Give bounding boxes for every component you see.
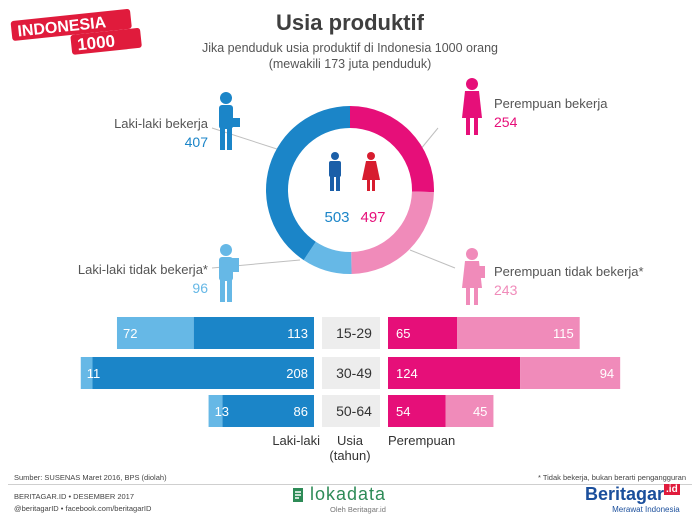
chart-canvas: 503 497 15-29 113 72 65 115 30-49 208 11 124 94 50…: [80, 78, 621, 427]
female-total: 497: [360, 209, 385, 226]
value-label-female-not-working: 45: [473, 404, 487, 419]
donut-chart: [266, 106, 434, 274]
value-label-male-working: 86: [294, 404, 308, 419]
publisher-line1: BERITAGAR.ID • DESEMBER 2017: [14, 492, 135, 501]
value-label-male-not-working: 72: [123, 326, 137, 341]
beritagar-name: Beritagar: [585, 484, 665, 504]
label-female-not-working: Perempuan tidak bekerja*: [494, 264, 644, 279]
lokadata-name: lokadata: [310, 484, 387, 504]
bar-male-working: [222, 395, 314, 427]
age-label: 50-64: [336, 403, 372, 419]
value-male-working: 407: [184, 134, 208, 150]
source-note: Sumber: SUSENAS Maret 2016, BPS (diolah): [14, 473, 167, 482]
connector-line: [419, 127, 439, 151]
beritagar-suffix: .id: [664, 484, 680, 495]
female-figure-icon: [362, 152, 380, 191]
chart-title: Usia produktif: [276, 10, 424, 35]
connector-line: [409, 249, 456, 269]
age-bars: 15-29 113 72 65 115 30-49 208 11 124 94 50-64 86 13 5…: [80, 317, 621, 427]
label-female-working: Perempuan bekerja: [494, 96, 608, 111]
woman-not-working-icon: [462, 248, 485, 305]
bar-male-working: [193, 317, 314, 349]
age-box: [322, 395, 380, 427]
age-box: [322, 317, 380, 349]
age-label: 30-49: [336, 365, 372, 381]
donut-slice-male-working: [266, 106, 350, 261]
publisher-line2: @beritagarID • facebook.com/beritagarID: [14, 504, 152, 513]
footer-divider: [8, 484, 692, 485]
beritagar-logo: Beritagar .id Merawat Indonesia: [585, 484, 680, 514]
axis-center-line1: Usia: [336, 433, 363, 448]
bar-female-not-working: [445, 395, 494, 427]
bar-male-not-working: [208, 395, 223, 427]
bar-female-working: [388, 317, 458, 349]
value-label-female-working: 54: [396, 404, 410, 419]
value-male-not-working: 96: [192, 280, 208, 296]
bar-male-not-working: [80, 357, 93, 389]
man-working-icon: [219, 92, 240, 150]
value-label-female-not-working: 115: [553, 326, 574, 341]
footnote: * Tidak bekerja, bukan berarti penganggu…: [537, 473, 686, 482]
bar-female-working: [388, 395, 446, 427]
beritagar-tagline: Merawat Indonesia: [612, 505, 680, 514]
axis-center-line2: (tahun): [329, 448, 371, 463]
man-not-working-icon: [219, 244, 239, 302]
indonesia-1000-logo: INDONESIA 1000: [10, 8, 150, 56]
woman-working-icon: [462, 78, 482, 135]
label-male-not-working: Laki-laki tidak bekerja*: [77, 262, 208, 277]
male-total: 503: [324, 209, 349, 226]
age-label: 15-29: [336, 325, 372, 341]
bar-female-working: [388, 357, 521, 389]
value-female-not-working: 243: [494, 282, 518, 298]
axis-left-label: Laki-laki: [272, 433, 320, 448]
value-label-female-working: 124: [396, 366, 418, 381]
axis-right-label: Perempuan: [388, 433, 456, 448]
bar-female-not-working: [457, 317, 580, 349]
subtitle-line1: Jika penduduk usia produktif di Indonesi…: [201, 41, 499, 55]
age-box: [322, 357, 380, 389]
label-male-working: Laki-laki bekerja: [114, 116, 208, 131]
donut-slice-female-working: [350, 106, 434, 193]
bar-male-working: [92, 357, 314, 389]
value-label-male-not-working: 11: [87, 366, 101, 381]
brand-line2: 1000: [76, 31, 116, 54]
value-label-female-not-working: 94: [600, 366, 614, 381]
value-label-female-working: 65: [396, 326, 410, 341]
bar-female-not-working: [520, 357, 621, 389]
male-figure-icon: [329, 152, 341, 191]
subtitle-line2: (mewakili 173 juta penduduk): [268, 57, 432, 71]
lokadata-leaf-icon: [293, 487, 303, 502]
donut-slice-male-not-working: [303, 241, 352, 274]
lokadata-byline: Oleh Beritagar.id: [330, 505, 386, 514]
axis-center-label: Usia (tahun): [320, 433, 380, 463]
lokadata-logo: lokadata Oleh Beritagar.id: [290, 484, 430, 514]
donut-slice-female-not-working: [351, 191, 434, 274]
value-female-working: 254: [494, 114, 518, 130]
value-label-male-working: 208: [286, 366, 308, 381]
bar-male-not-working: [116, 317, 194, 349]
value-label-male-not-working: 13: [215, 404, 229, 419]
value-label-male-working: 113: [287, 326, 308, 341]
chart-subtitle: Jika penduduk usia produktif di Indonesi…: [150, 40, 550, 72]
